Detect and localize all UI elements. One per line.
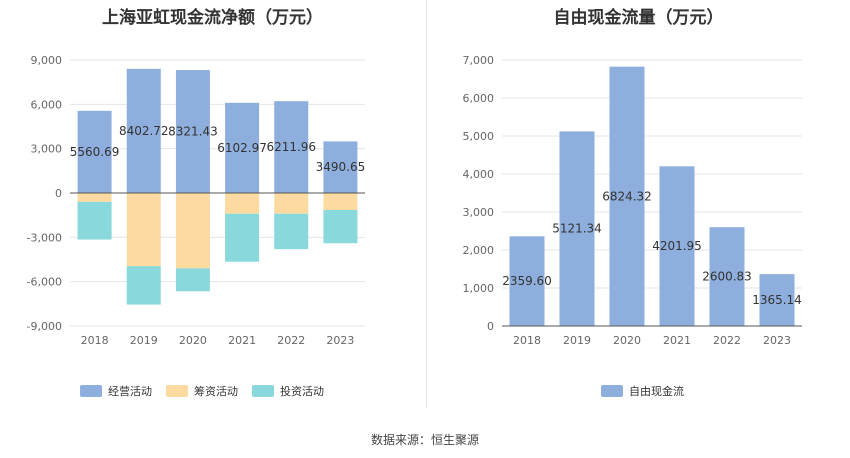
right-xtick-label: 2022 bbox=[713, 334, 741, 347]
right-ytick-label: 7,000 bbox=[463, 54, 495, 67]
chart-divider bbox=[426, 0, 427, 408]
source-note: 数据来源：恒生聚源 bbox=[370, 433, 479, 447]
left-bar-经营活动-2021 bbox=[225, 102, 260, 193]
legend-item-fcf[interactable]: 自由现金流 bbox=[601, 383, 684, 399]
right-bar-自由现金流-2018 bbox=[509, 236, 545, 326]
legend-item-operating[interactable]: 经营活动 bbox=[80, 383, 152, 399]
left-bar-投资活动-2020 bbox=[175, 268, 210, 292]
right-bar-自由现金流-2020 bbox=[609, 66, 645, 326]
left-chart-title: 上海亚虹现金流净额（万元） bbox=[102, 8, 323, 28]
left-bar-经营活动-2023 bbox=[323, 141, 358, 193]
left-ytick-label: -3,000 bbox=[27, 231, 62, 244]
legend-item-investing[interactable]: 投资活动 bbox=[252, 383, 324, 399]
left-bar-筹资活动-2021 bbox=[225, 193, 260, 214]
left-data-label: 3490.65 bbox=[316, 160, 366, 174]
right-ytick-label: 5,000 bbox=[463, 130, 495, 143]
left-ytick-label: 3,000 bbox=[31, 143, 63, 156]
left-xtick-label: 2018 bbox=[81, 334, 109, 347]
left-bar-经营活动-2022 bbox=[274, 101, 309, 193]
right-data-label: 5121.34 bbox=[552, 222, 602, 236]
right-ytick-label: 0 bbox=[487, 320, 494, 333]
legend-swatch-fcf bbox=[601, 385, 623, 397]
right-xtick-label: 2023 bbox=[763, 334, 791, 347]
right-ytick-label: 1,000 bbox=[463, 282, 495, 295]
legend-label-financing: 筹资活动 bbox=[194, 385, 238, 398]
legend-swatch-financing bbox=[166, 385, 188, 397]
right-bar-自由现金流-2019 bbox=[559, 131, 595, 326]
legend-swatch-operating bbox=[80, 385, 102, 397]
left-bar-筹资活动-2018 bbox=[77, 193, 112, 202]
right-bar-自由现金流-2021 bbox=[659, 166, 695, 326]
left-xtick-label: 2022 bbox=[277, 334, 305, 347]
legend-label-fcf: 自由现金流 bbox=[629, 385, 684, 398]
right-xtick-label: 2021 bbox=[663, 334, 691, 347]
legend-label-operating: 经营活动 bbox=[108, 385, 152, 398]
left-data-label: 6102.97 bbox=[217, 141, 267, 155]
right-ytick-label: 6,000 bbox=[463, 92, 495, 105]
right-data-label: 2359.60 bbox=[502, 274, 552, 288]
left-ytick-label: 9,000 bbox=[31, 54, 63, 67]
left-data-label: 8321.43 bbox=[168, 125, 218, 139]
right-xtick-label: 2018 bbox=[513, 334, 541, 347]
right-chart-title: 自由现金流量（万元） bbox=[553, 8, 724, 28]
left-bar-投资活动-2022 bbox=[274, 213, 309, 250]
left-bar-筹资活动-2023 bbox=[323, 193, 358, 210]
left-xtick-label: 2019 bbox=[130, 334, 158, 347]
left-legend: 经营活动 筹资活动 投资活动 bbox=[80, 383, 338, 399]
right-bar-自由现金流-2022 bbox=[709, 227, 745, 326]
left-bar-经营活动-2018 bbox=[77, 110, 112, 193]
left-data-label: 6211.96 bbox=[266, 140, 316, 154]
left-ytick-label: -9,000 bbox=[27, 320, 62, 333]
legend-item-financing[interactable]: 筹资活动 bbox=[166, 383, 238, 399]
left-xtick-label: 2020 bbox=[179, 334, 207, 347]
left-ytick-label: 6,000 bbox=[31, 98, 63, 111]
left-bar-投资活动-2023 bbox=[323, 209, 358, 244]
right-xtick-label: 2020 bbox=[613, 334, 641, 347]
left-bar-筹资活动-2022 bbox=[274, 193, 309, 214]
right-data-label: 6824.32 bbox=[602, 189, 652, 203]
left-bar-筹资活动-2020 bbox=[175, 193, 210, 269]
right-data-label: 2600.83 bbox=[702, 270, 752, 284]
legend-swatch-investing bbox=[252, 385, 274, 397]
right-bar-自由现金流-2023 bbox=[759, 274, 795, 326]
left-bar-筹资活动-2019 bbox=[126, 193, 161, 267]
legend-label-investing: 投资活动 bbox=[280, 385, 324, 398]
left-xtick-label: 2023 bbox=[326, 334, 354, 347]
right-ytick-label: 4,000 bbox=[463, 168, 495, 181]
left-ytick-label: -6,000 bbox=[27, 276, 62, 289]
right-data-label: 1365.14 bbox=[752, 293, 802, 307]
left-bar-经营活动-2019 bbox=[126, 68, 161, 193]
left-ytick-label: 0 bbox=[55, 187, 62, 200]
left-bar-经营活动-2020 bbox=[175, 70, 210, 193]
charts-canvas: 9,000 6,000 3,000 0 -3,000 -6,000 -9,000 2018 20… bbox=[27, 54, 802, 347]
left-bar-投资活动-2021 bbox=[225, 213, 260, 262]
right-legend: 自由现金流 bbox=[601, 383, 698, 399]
left-data-label: 5560.69 bbox=[70, 145, 120, 159]
right-ytick-label: 3,000 bbox=[463, 206, 495, 219]
right-xtick-label: 2019 bbox=[563, 334, 591, 347]
right-ytick-label: 2,000 bbox=[463, 244, 495, 257]
left-xtick-label: 2021 bbox=[228, 334, 256, 347]
left-bar-投资活动-2019 bbox=[126, 266, 161, 305]
right-data-label: 4201.95 bbox=[652, 239, 702, 253]
left-data-label: 8402.72 bbox=[119, 124, 169, 138]
left-bar-投资活动-2018 bbox=[77, 201, 112, 240]
